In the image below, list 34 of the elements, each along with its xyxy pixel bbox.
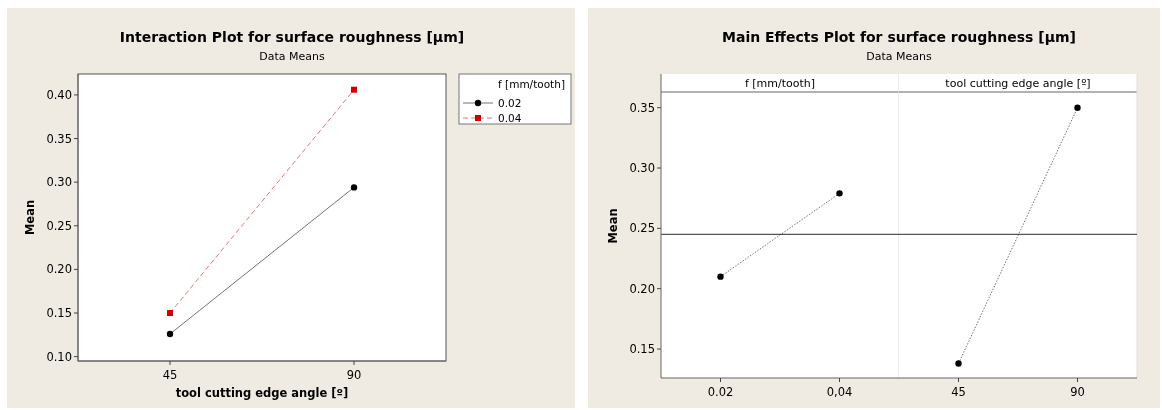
x-tick-label: 0.02 [707,385,734,399]
y-tick-label: 0.25 [629,221,655,236]
x-axis-title: f [mm/tooth] [744,77,816,90]
point [351,86,357,93]
x-axis-title: tool cutting edge angle [º] [945,77,1091,90]
legend-title: f [mm/tooth] [498,78,565,90]
y-tick-label: 0.25 [46,218,72,233]
y-tick-label: 0.20 [46,262,72,277]
y-tick-label: 0.15 [46,306,72,321]
x-tick-label: 90 [346,368,362,382]
chart-subtitle: Data Means [866,50,932,63]
y-axis-title: Mean [23,199,37,236]
x-tick-label: 45 [162,368,178,382]
x-tick-label: 0,04 [826,385,853,399]
legend-label: 0.02 [498,96,522,109]
y-tick-label: 0.35 [629,100,655,115]
chart-title: Main Effects Plot for surface roughness [µm] [722,29,1076,45]
x-tick-label: 90 [1070,385,1085,399]
y-tick-label: 0.10 [46,349,72,364]
y-tick-label: 0.15 [629,342,655,357]
x-axis-title: tool cutting edge angle [º] [175,386,349,400]
y-tick-label: 0.20 [629,281,655,296]
y-tick-label: 0.40 [46,87,72,102]
chart-title: Interaction Plot for surface roughness [µm] [119,29,465,45]
legend-label: 0.04 [498,111,522,124]
point [167,310,173,317]
point [350,184,358,191]
y-tick-label: 0.30 [46,175,72,190]
y-axis-title: Mean [606,208,620,244]
y-tick-label: 0.35 [46,131,72,146]
point [166,330,174,338]
x-tick-label: 45 [951,385,966,399]
y-tick-label: 0.30 [629,161,655,176]
chart-subtitle: Data Means [259,50,325,63]
